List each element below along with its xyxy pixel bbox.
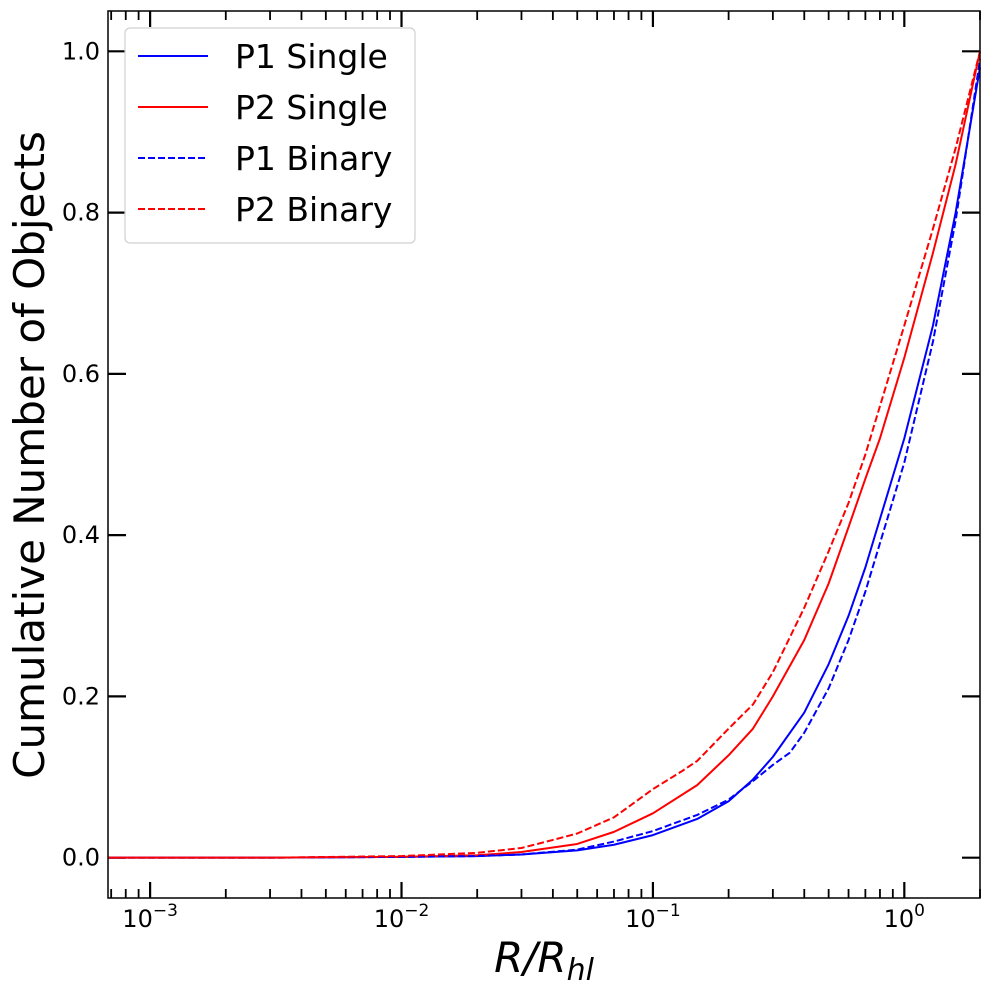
x-tick-label-exponent: 0 xyxy=(914,901,925,921)
series-line-p2-binary xyxy=(108,51,981,859)
x-tick-label: 10−1 xyxy=(625,901,681,933)
x-tick-label-base: 10 xyxy=(374,905,405,933)
x-tick-label: 10−3 xyxy=(122,901,178,933)
y-tick-label: 0.6 xyxy=(62,360,100,388)
x-axis-title-sub: hl xyxy=(567,953,595,988)
y-tick-labels: 0.0 0.2 0.4 0.6 0.8 1.0 xyxy=(62,37,100,871)
y-axis-title: Cumulative Number of Objects xyxy=(5,131,54,779)
legend-label: P2 Binary xyxy=(235,190,392,229)
series-line-p2-single xyxy=(108,51,981,859)
y-tick-label: 0.2 xyxy=(62,682,100,710)
x-tick-labels: 10−3 10−2 10−1 100 xyxy=(122,901,925,933)
plot-frame xyxy=(107,10,981,899)
legend-label: P1 Binary xyxy=(235,139,392,178)
x-tick-label-exponent: −1 xyxy=(656,901,681,921)
x-tick-label: 10−2 xyxy=(374,901,430,933)
legend: P1 Single P2 Single P1 Binary P2 Binary xyxy=(124,27,416,244)
x-tick-label-exponent: −3 xyxy=(153,901,178,921)
major-ticks xyxy=(108,11,980,898)
legend-box xyxy=(124,27,416,244)
x-tick-label: 100 xyxy=(884,901,925,933)
x-axis-title-main: R/R xyxy=(494,933,567,982)
y-tick-label: 0.4 xyxy=(62,521,100,549)
x-tick-label-base: 10 xyxy=(122,905,153,933)
x-tick-label-base: 10 xyxy=(884,905,915,933)
legend-label: P2 Single xyxy=(235,88,388,127)
series-lines xyxy=(108,51,981,859)
series-line-p1-binary xyxy=(108,59,981,859)
legend-label: P1 Single xyxy=(235,37,388,76)
x-axis-title: R/Rhl xyxy=(494,933,595,988)
y-tick-label: 0.8 xyxy=(62,199,100,227)
x-minor-ticks xyxy=(110,11,981,898)
y-tick-label: 1.0 xyxy=(62,37,100,65)
x-tick-label-base: 10 xyxy=(625,905,656,933)
y-tick-label: 0.0 xyxy=(62,844,100,872)
x-tick-label-exponent: −2 xyxy=(404,901,429,921)
